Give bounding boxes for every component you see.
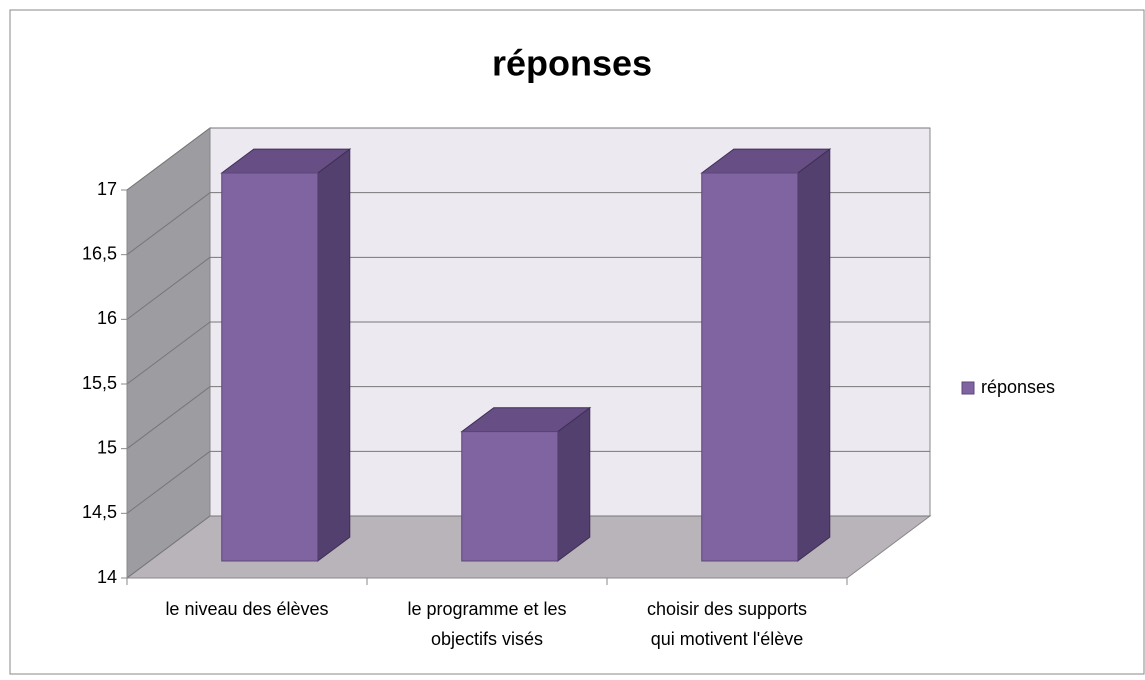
bar-front — [461, 431, 559, 562]
bar-front — [701, 172, 799, 562]
bar — [700, 148, 832, 563]
y-tick-label: 16,5 — [82, 243, 117, 263]
y-tick-label: 14 — [97, 567, 117, 587]
bar — [460, 406, 592, 563]
y-tick-label: 15 — [97, 437, 117, 457]
x-tick-label: le programme et les objectifs visés — [407, 599, 566, 649]
y-tick-label: 15,5 — [82, 373, 117, 393]
grid-line — [126, 515, 211, 579]
grid-line — [126, 450, 211, 514]
y-tick-label: 14,5 — [82, 502, 117, 522]
y-tick-label: 17 — [97, 179, 117, 199]
grid-line — [126, 386, 211, 450]
x-tick-line: choisir des supports — [647, 599, 807, 619]
grid-line — [126, 192, 211, 256]
grid-line — [126, 256, 211, 320]
bar-side — [797, 148, 831, 563]
legend-swatch — [961, 381, 975, 395]
x-tick-line: le programme et les — [407, 599, 566, 619]
x-tick-line: qui motivent l'élève — [651, 629, 804, 649]
x-tick-line: objectifs visés — [431, 629, 543, 649]
x-tick-label: le niveau des élèves — [165, 599, 328, 619]
bar-side — [557, 406, 591, 563]
grid-line — [126, 321, 211, 385]
bar-front — [221, 172, 319, 562]
chart-title: réponses — [492, 43, 652, 84]
bar — [220, 148, 352, 563]
grid-line — [126, 127, 211, 191]
x-tick-line: le niveau des élèves — [165, 599, 328, 619]
legend-label: réponses — [981, 377, 1055, 397]
y-tick-label: 16 — [97, 308, 117, 328]
bar-side — [317, 148, 351, 563]
x-tick-label: choisir des supports qui motivent l'élève — [647, 599, 807, 649]
